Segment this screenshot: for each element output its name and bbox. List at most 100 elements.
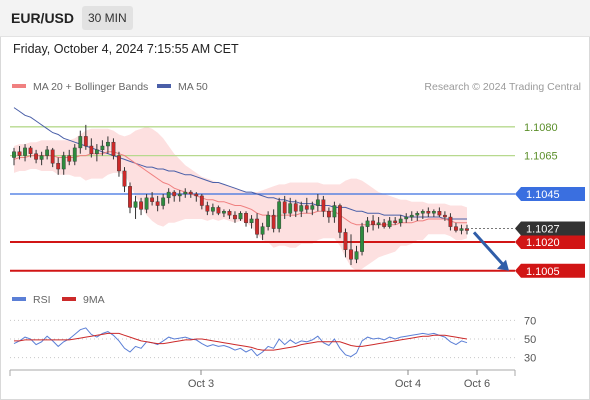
candle-body xyxy=(39,155,44,160)
instrument-title: EUR/USD xyxy=(11,10,75,26)
candle-body xyxy=(332,205,337,218)
legend-swatch-rsi xyxy=(12,297,26,301)
candle-body xyxy=(227,211,232,216)
candle-body xyxy=(34,153,38,160)
rsi-line xyxy=(13,327,468,358)
candle-body xyxy=(310,205,315,210)
candle-body xyxy=(443,214,447,218)
forecast-arrow-head xyxy=(497,259,509,271)
candle-body xyxy=(100,145,105,151)
resistance-label-1.1065: 1.1065 xyxy=(524,151,558,163)
candle-body xyxy=(222,211,226,214)
candle-body xyxy=(343,232,348,250)
candle-body xyxy=(94,149,99,154)
candle-body xyxy=(326,211,331,218)
candle-body xyxy=(260,226,265,235)
legend-label-ma20: MA 20 + Bollinger Bands xyxy=(33,81,148,93)
candle-body xyxy=(321,199,326,212)
candle-body xyxy=(205,205,210,212)
candles-group xyxy=(12,124,469,266)
legend-label-rsi: RSI xyxy=(33,294,51,306)
candle-body xyxy=(23,147,27,156)
candle-body xyxy=(277,201,282,229)
current-price-label: 1.1027 xyxy=(526,224,560,236)
candle-body xyxy=(404,216,409,220)
candle-body xyxy=(183,191,188,195)
legend-swatch-ma50 xyxy=(157,84,171,88)
candle-body xyxy=(315,199,320,206)
candle-body xyxy=(431,211,436,214)
candle-body xyxy=(210,207,215,212)
candle-body xyxy=(376,222,381,225)
candle-body xyxy=(50,149,55,164)
candle-body xyxy=(161,197,166,206)
legend-label-ma50: MA 50 xyxy=(178,81,208,93)
candle-body xyxy=(17,151,22,156)
timestamp: Friday, October 4, 2024 7:15:55 AM CET xyxy=(13,42,239,56)
candle-body xyxy=(354,251,359,260)
current-price-tag xyxy=(515,221,585,236)
forecast-arrow-shaft xyxy=(472,231,507,268)
legend-swatch-ma20 xyxy=(12,84,26,88)
x-tick-oct-4: Oct 4 xyxy=(395,378,421,390)
candle-body xyxy=(271,214,276,229)
candle-body xyxy=(89,145,94,154)
resistance-label-1.1080: 1.1080 xyxy=(524,122,558,134)
candle-body xyxy=(144,197,149,210)
candle-body xyxy=(415,212,420,216)
rsi-tick-70: 70 xyxy=(524,315,536,327)
candle-body xyxy=(177,193,182,197)
candle-body xyxy=(67,155,72,162)
candle-body xyxy=(382,222,387,227)
candle-body xyxy=(293,203,298,212)
support-label-1.1020: 1.1020 xyxy=(526,237,560,249)
rsi-tick-30: 30 xyxy=(524,353,536,365)
candle-body xyxy=(72,147,77,162)
candle-body xyxy=(133,201,138,208)
candle-body xyxy=(139,201,143,210)
candle-body xyxy=(150,197,155,202)
candle-body xyxy=(106,141,110,147)
candle-body xyxy=(288,203,293,214)
candle-body xyxy=(448,216,453,227)
candle-body xyxy=(249,218,254,224)
candle-body xyxy=(155,201,160,206)
candle-body xyxy=(128,186,132,208)
legend-swatch-9ma xyxy=(62,297,76,301)
candle-body xyxy=(78,136,83,149)
candle-body xyxy=(188,191,193,195)
candle-body xyxy=(426,211,431,214)
rsi-tick-50: 50 xyxy=(524,334,536,346)
candle-body xyxy=(459,228,464,231)
candle-body xyxy=(111,141,116,156)
candle-body xyxy=(117,155,121,172)
candle-body xyxy=(266,214,271,227)
candle-body xyxy=(61,155,66,170)
candle-body xyxy=(255,218,259,235)
header-bar: EUR/USD 30 MIN xyxy=(0,0,590,37)
candle-body xyxy=(238,212,243,220)
x-tick-oct-6: Oct 6 xyxy=(464,378,490,390)
x-tick-oct-3: Oct 3 xyxy=(188,378,214,390)
support-tag-1.1005 xyxy=(515,263,585,278)
candle-body xyxy=(199,195,204,206)
candle-body xyxy=(244,212,248,223)
rsi-ma-line xyxy=(14,332,468,351)
legend-label-9ma: 9MA xyxy=(83,294,105,306)
candle-body xyxy=(216,207,221,214)
pivot-tag-1.1045 xyxy=(515,187,585,201)
support-label-1.1005: 1.1005 xyxy=(526,266,560,278)
pivot-label-1.1045: 1.1045 xyxy=(526,189,560,201)
bollinger-band xyxy=(14,126,467,271)
candle-body xyxy=(393,220,398,224)
timeframe-button[interactable]: 30 MIN xyxy=(82,6,133,30)
candle-body xyxy=(437,211,442,216)
candle-body xyxy=(45,149,50,156)
candle-body xyxy=(282,201,287,214)
candle-body xyxy=(166,191,171,199)
candle-body xyxy=(387,220,392,227)
candle-body xyxy=(12,151,16,158)
candle-body xyxy=(233,214,237,220)
candle-body xyxy=(360,226,364,252)
